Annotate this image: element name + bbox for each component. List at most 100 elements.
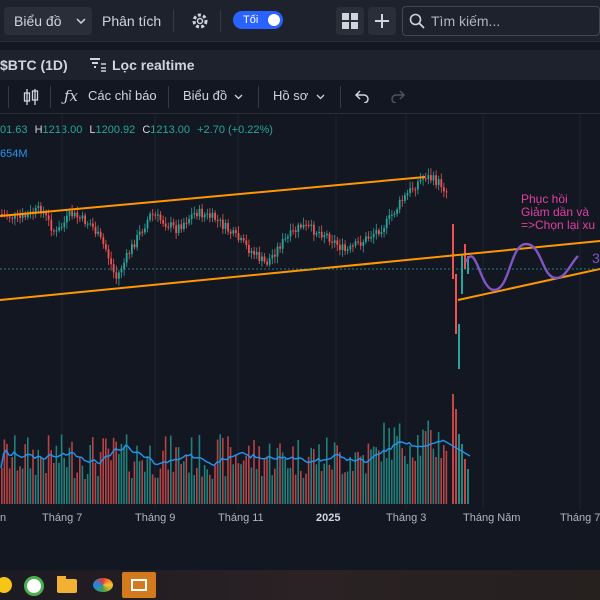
candle xyxy=(133,244,136,248)
add-button[interactable] xyxy=(368,7,396,35)
candle xyxy=(385,218,388,229)
candle xyxy=(391,214,393,216)
support-trendline[interactable] xyxy=(457,268,600,301)
theme-toggle[interactable]: Tối xyxy=(233,11,283,29)
wave-label: 3 xyxy=(592,250,600,266)
candle xyxy=(393,213,396,215)
layout-button[interactable] xyxy=(336,7,364,35)
volume-bar xyxy=(331,469,333,504)
projected-wave-path[interactable] xyxy=(464,242,579,292)
profile-dropdown[interactable]: Hồ sơ xyxy=(273,88,309,103)
candle xyxy=(250,250,253,253)
volume-bar xyxy=(16,470,19,504)
volume-bar xyxy=(110,460,112,504)
volume-bar xyxy=(40,456,42,504)
volume-bar xyxy=(99,451,102,504)
search-placeholder: Tìm kiếm... xyxy=(431,13,501,29)
volume-bar xyxy=(118,454,120,504)
volume-bar xyxy=(157,477,159,504)
app-icon-green-circle[interactable] xyxy=(20,572,46,598)
volume-bar xyxy=(196,468,198,504)
volume-bar xyxy=(183,461,185,504)
undo-icon[interactable] xyxy=(354,89,370,103)
candle xyxy=(266,261,268,265)
app-icon-yellow[interactable] xyxy=(0,572,16,598)
chart-dropdown[interactable]: Biểu đồ xyxy=(183,88,228,103)
app-icon-colorful[interactable] xyxy=(90,572,116,598)
divider xyxy=(8,86,9,108)
volume-bar xyxy=(89,444,91,504)
volume-bar xyxy=(292,446,294,504)
candle xyxy=(66,215,68,223)
candle xyxy=(375,230,378,234)
volume-bar xyxy=(190,437,193,504)
close-label: C xyxy=(142,124,151,136)
volume-bar xyxy=(266,456,268,504)
x-label: n xyxy=(0,512,7,524)
volume-bar xyxy=(393,427,396,504)
candlestick-icon[interactable] xyxy=(22,88,40,106)
candle xyxy=(281,239,284,249)
volume-bar xyxy=(203,465,206,504)
app-icon-orange-active[interactable] xyxy=(122,572,156,598)
candle xyxy=(237,232,240,241)
candle xyxy=(201,208,203,218)
candle xyxy=(50,219,53,231)
volume-bar xyxy=(271,475,273,504)
search-input[interactable]: Tìm kiếm... xyxy=(402,6,600,36)
function-icon: ƒx xyxy=(64,87,79,105)
volume-bar xyxy=(131,478,133,504)
channel-upper-trendline[interactable] xyxy=(0,176,426,217)
volume-bar xyxy=(250,467,253,504)
volume-bar xyxy=(289,467,292,504)
candle xyxy=(40,205,42,214)
volume-bar xyxy=(253,440,255,504)
candle xyxy=(352,245,354,247)
candle xyxy=(120,269,123,273)
candle xyxy=(370,237,372,239)
candle xyxy=(452,224,454,279)
divider xyxy=(258,86,259,108)
realtime-filter-button[interactable]: Lọc realtime xyxy=(112,57,195,73)
folder-icon[interactable] xyxy=(54,572,80,598)
analysis-button[interactable]: Phân tích xyxy=(102,13,162,29)
candle xyxy=(440,179,443,188)
candle xyxy=(326,233,328,236)
candle xyxy=(151,213,154,215)
candle xyxy=(162,220,164,224)
redo-icon[interactable] xyxy=(390,89,406,103)
volume-bar xyxy=(367,443,370,504)
gear-icon[interactable] xyxy=(190,11,210,31)
volume-bar xyxy=(105,438,107,504)
plus-icon xyxy=(375,14,389,28)
volume-bar xyxy=(255,468,258,504)
candle xyxy=(359,242,362,246)
indicators-button[interactable]: Các chỉ báo xyxy=(88,88,157,103)
volume-bar xyxy=(14,435,16,504)
candle xyxy=(71,211,73,217)
candle xyxy=(14,214,16,219)
volume-bar xyxy=(47,435,50,504)
volume-bar xyxy=(45,473,47,504)
chart-menu-button[interactable]: Biểu đồ xyxy=(4,7,92,35)
volume-bar xyxy=(34,474,37,504)
volume-bar xyxy=(383,422,385,504)
volume-bar xyxy=(326,437,328,504)
candle xyxy=(372,233,375,238)
volume-bar xyxy=(354,452,357,504)
volume-bar xyxy=(445,450,448,504)
volume-bar xyxy=(232,464,234,504)
volume-bar xyxy=(432,448,435,504)
candle xyxy=(203,214,206,218)
volume-bar xyxy=(339,452,341,504)
channel-lower-trendline[interactable] xyxy=(0,240,600,301)
candle xyxy=(455,274,457,334)
symbol-label[interactable]: $BTC (1D) xyxy=(0,57,68,73)
volume-bar xyxy=(162,450,164,504)
x-label: Tháng Năm xyxy=(463,512,521,524)
filter-icon xyxy=(90,58,106,72)
candle xyxy=(424,178,427,180)
volume-bar xyxy=(349,457,351,504)
price-chart[interactable] xyxy=(0,114,600,510)
candle xyxy=(242,237,245,241)
